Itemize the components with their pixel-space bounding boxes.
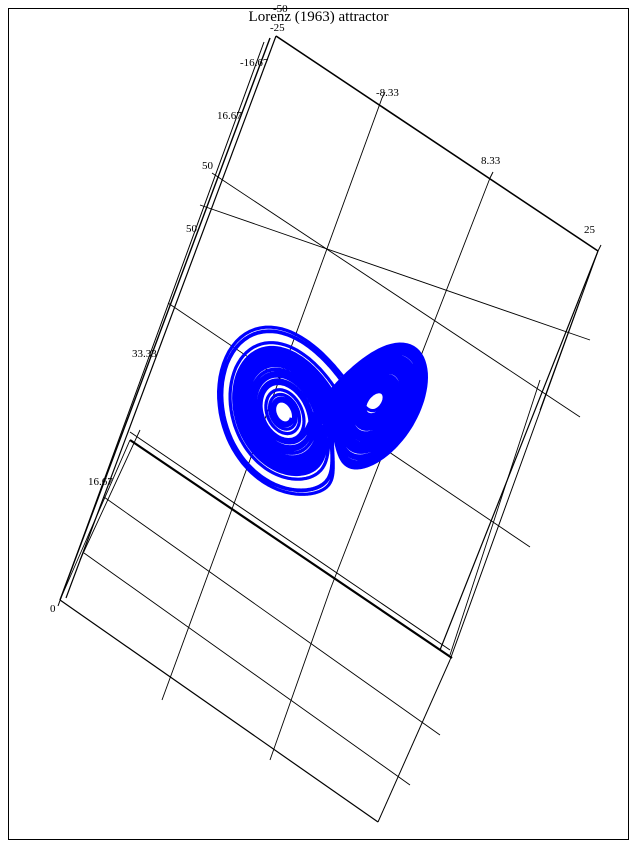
lorenz-trajectory <box>217 325 428 496</box>
box-edge <box>59 37 271 601</box>
grid-line <box>79 429 141 561</box>
box-edge <box>275 35 599 252</box>
x-tick-label: -25 <box>270 22 285 34</box>
box-edge <box>377 659 451 823</box>
grid-line <box>103 496 441 736</box>
z-tick-label: 33.33 <box>132 348 157 360</box>
z-tick-label: 0 <box>50 603 56 615</box>
box-edge <box>65 35 277 599</box>
y-tick-label: -16.67 <box>240 57 269 69</box>
grid-line <box>199 204 591 341</box>
x-tick-label: 25 <box>584 224 596 236</box>
x-tick-label: -8.33 <box>376 87 399 99</box>
z-tick-label: 16.67 <box>88 476 113 488</box>
y-tick-label: 50 <box>202 160 214 172</box>
box-edge <box>59 599 379 823</box>
x-tick-label: 8.33 <box>481 155 501 167</box>
grid-line <box>449 379 541 656</box>
tick-mark <box>597 244 602 252</box>
grid-line <box>211 172 581 418</box>
y-tick-label: -50 <box>273 3 288 15</box>
y-tick-label: 16.67 <box>217 110 242 122</box>
tick-mark <box>489 171 494 179</box>
box-edge <box>129 439 453 659</box>
series-layer <box>217 325 428 496</box>
grid-line <box>161 519 229 701</box>
grid-line <box>269 589 331 761</box>
box-edge <box>439 250 599 651</box>
grid-line <box>59 439 131 601</box>
box-edge <box>57 41 265 607</box>
grid-line <box>539 299 581 411</box>
grid-line <box>83 552 411 786</box>
box-edge <box>129 431 451 651</box>
z-tick-label: 50 <box>186 223 198 235</box>
tick-mark <box>381 91 386 99</box>
chart-title: Lorenz (1963) attractor <box>248 9 389 25</box>
